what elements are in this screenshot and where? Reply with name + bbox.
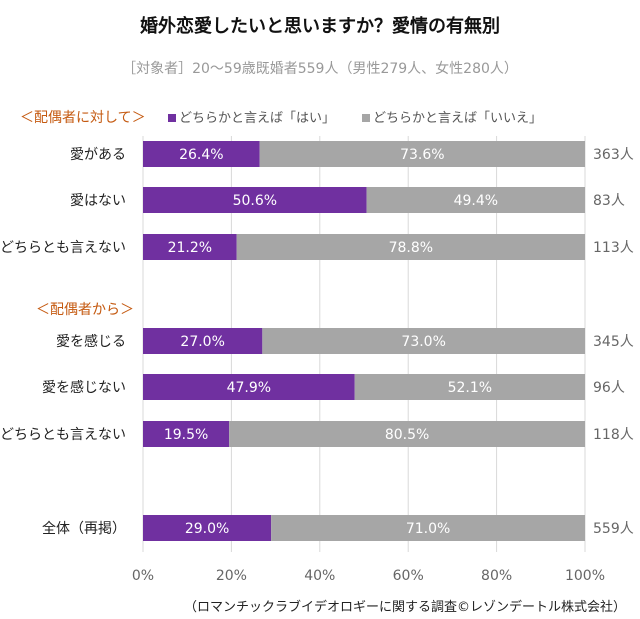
bar-segment (143, 141, 260, 167)
category-label: 愛を感じる (56, 333, 126, 350)
category-label: 全体（再掲） (42, 520, 126, 537)
bar-segment (143, 374, 355, 400)
x-tick-label: 40% (304, 568, 335, 584)
chart-subtitle: ［対象者］20～59歳既婚者559人（男性279人、女性280人） (122, 61, 518, 77)
data-label: 26.4% (179, 147, 223, 163)
bar-segment (271, 515, 585, 541)
legend-swatch-no (362, 114, 370, 122)
legend-swatch-yes (168, 114, 176, 122)
bar-segment (143, 421, 230, 447)
data-label: 49.4% (454, 193, 498, 209)
count-label: 96人 (593, 380, 625, 396)
bar-segment (143, 328, 263, 354)
chart-title: 婚外恋愛したいと思いますか？愛情の有無別 (140, 16, 500, 37)
count-label: 363人 (593, 147, 634, 163)
category-label: どちらとも言えない (0, 427, 126, 443)
bar-segment (143, 187, 367, 213)
data-label: 50.6% (233, 193, 277, 209)
x-tick-label: 80% (481, 568, 512, 584)
count-label: 113人 (593, 240, 634, 256)
bar-segment (143, 234, 237, 260)
legend-item-no: どちらかと言えば「いいえ」 (362, 107, 542, 126)
bar-segment (366, 187, 585, 213)
data-label: 29.0% (185, 521, 229, 537)
bar-segment (236, 234, 586, 260)
category-label: どちらとも言えない (0, 240, 126, 256)
section-label-2: ＜配偶者から＞ (36, 302, 134, 318)
x-tick-label: 0% (132, 568, 154, 584)
data-label: 80.5% (385, 427, 429, 443)
count-label: 345人 (593, 334, 634, 350)
bar-segment (229, 421, 585, 447)
bar-segment (354, 374, 585, 400)
legend-label-no: どちらかと言えば「いいえ」 (373, 111, 543, 126)
section-label-1: ＜配偶者に対して＞ (20, 110, 146, 126)
x-tick-label: 20% (216, 568, 247, 584)
bar-segment (259, 141, 585, 167)
category-label: 愛を感じない (42, 379, 126, 396)
count-label: 118人 (593, 427, 634, 443)
data-label: 19.5% (164, 427, 208, 443)
bar-segment (262, 328, 585, 354)
count-label: 559人 (593, 521, 634, 537)
data-label: 27.0% (180, 334, 224, 350)
data-label: 73.0% (401, 334, 445, 350)
x-tick-label: 100% (565, 568, 605, 584)
legend-label-yes: どちらかと言えば「はい」 (179, 111, 336, 126)
data-label: 47.9% (227, 380, 271, 396)
source-note: （ロマンチックラブイデオロギーに関する調査©レゾンデートル株式会社） (183, 600, 626, 615)
data-label: 21.2% (168, 240, 212, 256)
data-label: 52.1% (448, 380, 492, 396)
data-label: 71.0% (406, 521, 450, 537)
x-tick-label: 60% (393, 568, 424, 584)
legend-item-yes: どちらかと言えば「はい」 (168, 107, 335, 126)
category-label: 愛がある (70, 147, 126, 163)
bar-segment (143, 515, 272, 541)
data-label: 78.8% (389, 240, 433, 256)
data-label: 73.6% (400, 147, 444, 163)
count-label: 83人 (593, 193, 625, 209)
category-label: 愛はない (70, 193, 126, 209)
